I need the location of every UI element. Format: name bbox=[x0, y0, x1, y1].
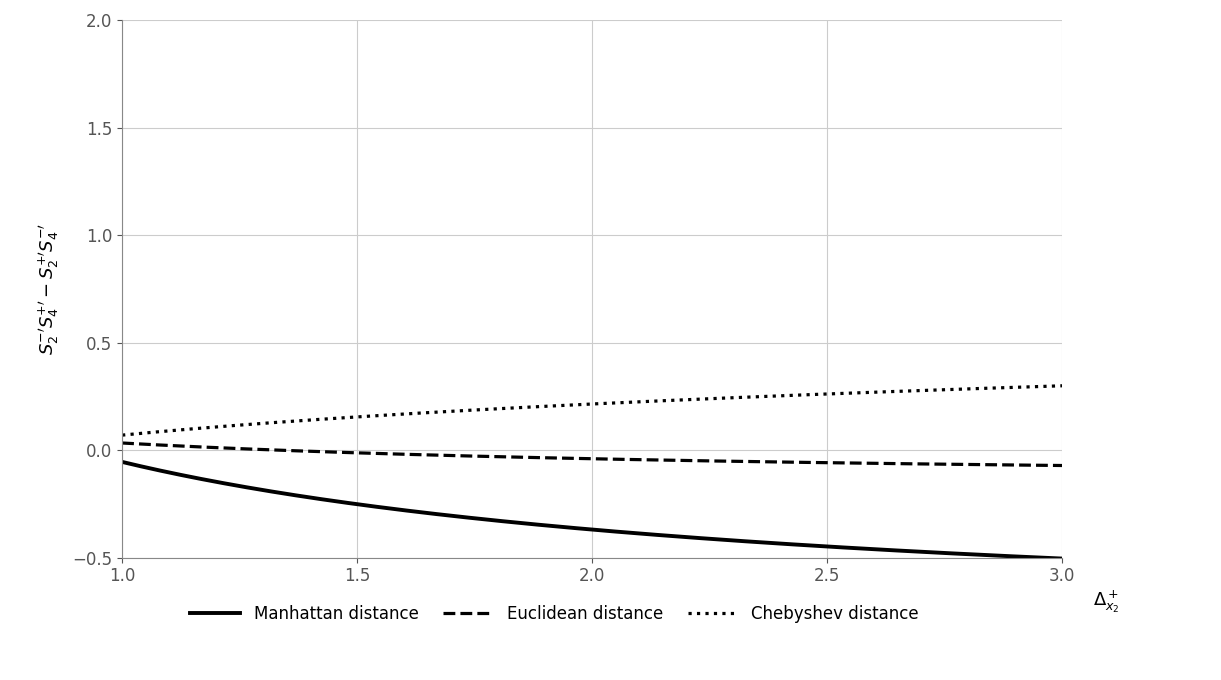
Text: $\Delta^+_{x_2}$: $\Delta^+_{x_2}$ bbox=[1093, 589, 1120, 615]
Manhattan distance bbox=[624, 529, 639, 537]
Euclidean distance bbox=[567, 454, 581, 462]
Line: Chebyshev distance: Chebyshev distance bbox=[122, 386, 1062, 435]
Manhattan distance bbox=[567, 524, 581, 532]
Y-axis label: $S_2^{-\prime}S_4^{+\prime} - S_2^{+\prime}S_4^{-\prime}$: $S_2^{-\prime}S_4^{+\prime} - S_2^{+\pri… bbox=[37, 223, 61, 355]
Euclidean distance bbox=[1032, 461, 1046, 469]
Manhattan distance bbox=[674, 532, 689, 541]
Legend: Manhattan distance, Euclidean distance, Chebyshev distance: Manhattan distance, Euclidean distance, … bbox=[183, 598, 926, 630]
Manhattan distance bbox=[1032, 554, 1046, 562]
Chebyshev distance bbox=[567, 401, 581, 409]
Chebyshev distance bbox=[1055, 381, 1070, 390]
Chebyshev distance bbox=[885, 388, 900, 396]
Line: Manhattan distance: Manhattan distance bbox=[122, 462, 1062, 558]
Euclidean distance bbox=[885, 460, 900, 468]
Euclidean distance bbox=[674, 456, 689, 464]
Manhattan distance bbox=[562, 524, 576, 532]
Euclidean distance bbox=[624, 456, 639, 464]
Manhattan distance bbox=[885, 546, 900, 554]
Manhattan distance bbox=[115, 458, 129, 466]
Chebyshev distance bbox=[115, 431, 129, 439]
Manhattan distance bbox=[1055, 554, 1070, 562]
Euclidean distance bbox=[562, 454, 576, 462]
Chebyshev distance bbox=[624, 398, 639, 406]
Chebyshev distance bbox=[562, 401, 576, 409]
Euclidean distance bbox=[1055, 462, 1070, 470]
Line: Euclidean distance: Euclidean distance bbox=[122, 443, 1062, 466]
Chebyshev distance bbox=[674, 396, 689, 404]
Euclidean distance bbox=[115, 439, 129, 447]
Chebyshev distance bbox=[1032, 382, 1046, 390]
